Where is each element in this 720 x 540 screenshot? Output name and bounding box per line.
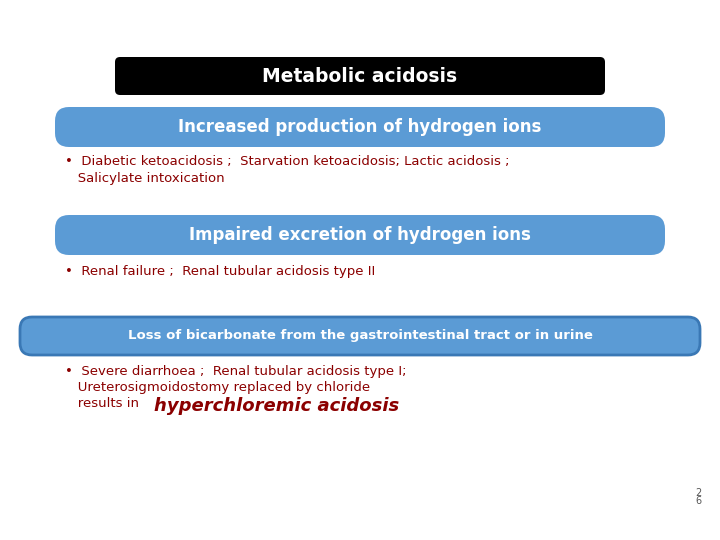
Text: Metabolic acidosis: Metabolic acidosis — [262, 66, 458, 85]
Text: •  Diabetic ketoacidosis ;  Starvation ketoacidosis; Lactic acidosis ;: • Diabetic ketoacidosis ; Starvation ket… — [65, 155, 510, 168]
FancyBboxPatch shape — [115, 57, 605, 95]
Text: results in: results in — [65, 397, 143, 410]
FancyBboxPatch shape — [55, 215, 665, 255]
Text: •  Severe diarrhoea ;  Renal tubular acidosis type I;: • Severe diarrhoea ; Renal tubular acido… — [65, 365, 407, 378]
Text: 2: 2 — [695, 488, 701, 498]
Text: Impaired excretion of hydrogen ions: Impaired excretion of hydrogen ions — [189, 226, 531, 244]
Text: hyperchloremic acidosis: hyperchloremic acidosis — [154, 397, 400, 415]
Text: Ureterosigmoidostomy replaced by chloride: Ureterosigmoidostomy replaced by chlorid… — [65, 381, 370, 394]
Text: •  Renal failure ;  Renal tubular acidosis type II: • Renal failure ; Renal tubular acidosis… — [65, 265, 375, 278]
Text: Salicylate intoxication: Salicylate intoxication — [65, 172, 225, 185]
Text: Increased production of hydrogen ions: Increased production of hydrogen ions — [179, 118, 541, 136]
Text: 6: 6 — [695, 496, 701, 506]
FancyBboxPatch shape — [20, 317, 700, 355]
FancyBboxPatch shape — [55, 107, 665, 147]
Text: Loss of bicarbonate from the gastrointestinal tract or in urine: Loss of bicarbonate from the gastrointes… — [127, 329, 593, 342]
